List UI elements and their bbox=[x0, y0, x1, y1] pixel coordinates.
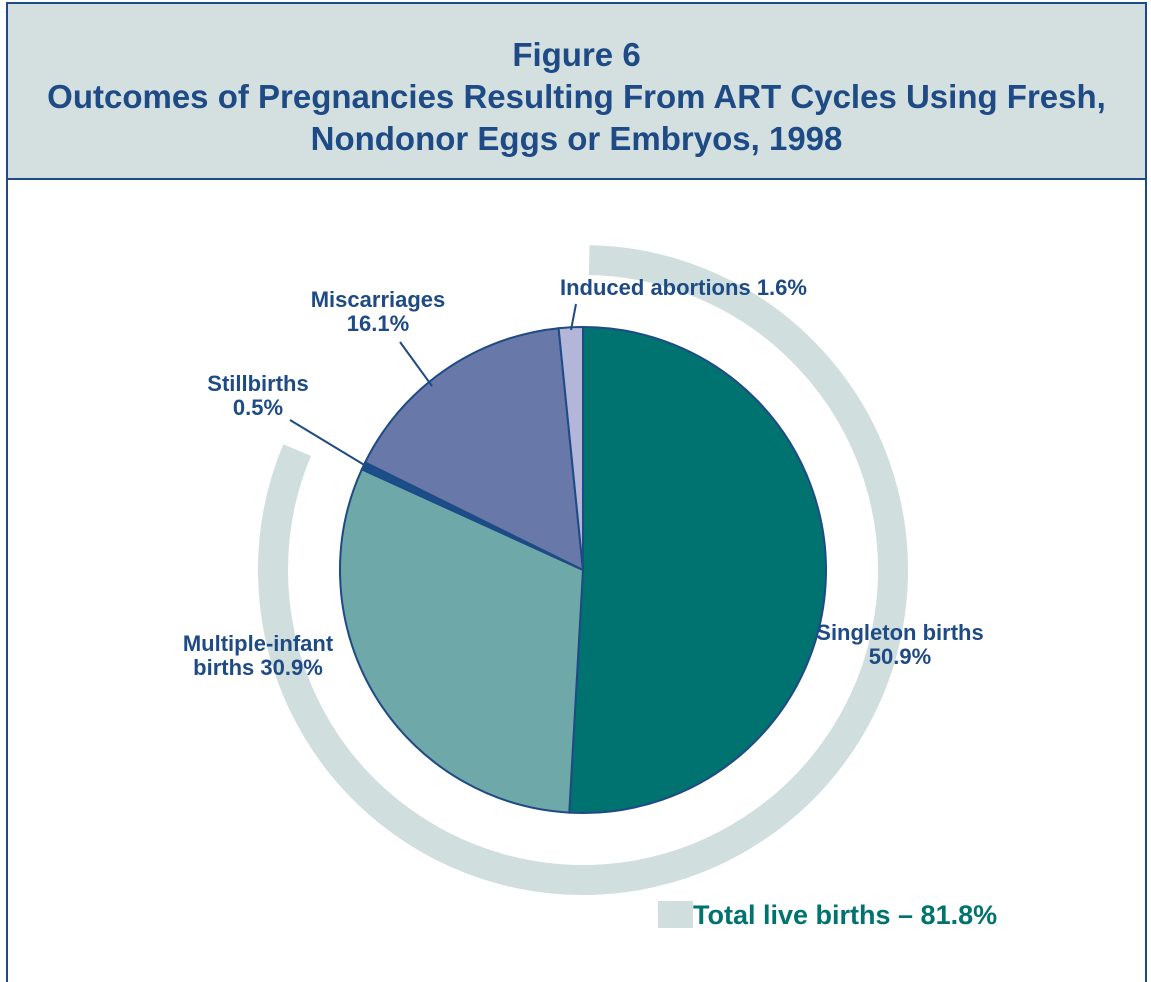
pie-slice bbox=[568, 325, 827, 814]
annotation: Total live births – 81.8% bbox=[658, 900, 997, 931]
category-label: Stillbirths bbox=[207, 371, 309, 396]
leader-line bbox=[399, 341, 433, 387]
chart-title: Figure 6 bbox=[512, 36, 641, 73]
slice-label: Miscarriages 16.1% bbox=[293, 288, 463, 336]
annotation-text: Total live births – 81.8% bbox=[693, 900, 998, 930]
category-label: Miscarriages bbox=[310, 287, 446, 312]
live-births-arc bbox=[258, 245, 908, 895]
pie-slice bbox=[363, 327, 585, 572]
category-label: Multiple-infant births bbox=[182, 631, 334, 680]
value-label: 30.9% bbox=[260, 655, 323, 680]
value-label: 16.1% bbox=[346, 311, 410, 336]
chart-subtitle: Outcomes of Pregnancies Resulting From A… bbox=[47, 78, 1106, 157]
header: Figure 6 Outcomes of Pregnancies Resulti… bbox=[8, 4, 1145, 180]
category-label: Induced abortions bbox=[560, 275, 751, 300]
leader-line bbox=[289, 419, 367, 467]
pie-slice bbox=[339, 467, 585, 814]
slice-label: Multiple-infant births 30.9% bbox=[158, 632, 358, 680]
frame bbox=[6, 2, 1147, 982]
slice-label: Singleton births 50.9% bbox=[800, 621, 1000, 669]
value-label: 50.9% bbox=[868, 644, 932, 669]
category-label: Singleton births bbox=[816, 620, 984, 645]
value-label: 1.6% bbox=[756, 275, 807, 300]
slice-label: Stillbirths 0.5% bbox=[183, 372, 333, 420]
value-label: 0.5% bbox=[232, 395, 284, 420]
annotation-swatch bbox=[658, 901, 693, 928]
slice-label: Induced abortions 1.6% bbox=[560, 276, 890, 300]
leader-line bbox=[570, 303, 577, 331]
